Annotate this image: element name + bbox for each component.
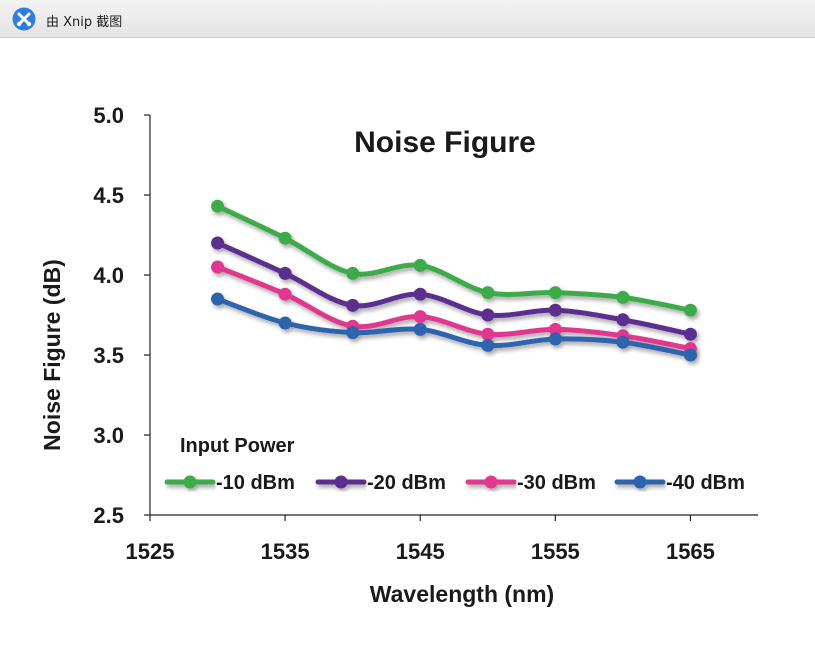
window-title: 由 Xnip 截图	[46, 15, 123, 30]
y-tick-label: 3.5	[93, 343, 124, 368]
x-tick-label: 1555	[531, 539, 580, 564]
series-4	[211, 292, 697, 362]
legend-item: -10 dBm	[164, 472, 295, 494]
noise-figure-chart: 2.5 3.0 3.5 4.0 4.5 5.0 1525 1535 1545 1555 1565 -…	[39, 103, 758, 607]
legend-swatch-marker	[183, 475, 197, 489]
legend-title: Input Power	[180, 435, 295, 457]
legend-label: -10 dBm	[216, 472, 295, 494]
x-tick-label: 1545	[396, 539, 445, 564]
chart-area: 2.5 3.0 3.5 4.0 4.5 5.0 1525 1535 1545 1555 1565 -…	[0, 38, 815, 646]
data-point	[413, 322, 427, 336]
series-2	[211, 236, 697, 341]
series-layer	[211, 199, 697, 362]
data-point	[616, 290, 630, 304]
x-axis-label: Wavelength (nm)	[370, 581, 554, 607]
legend-swatch	[315, 475, 367, 489]
data-point	[413, 258, 427, 272]
data-point	[278, 231, 292, 245]
data-point	[211, 199, 225, 213]
window-titlebar: 由 Xnip 截图	[0, 0, 815, 38]
x-tick-label: 1535	[261, 539, 310, 564]
data-point	[211, 236, 225, 250]
series-1	[211, 199, 697, 317]
xnip-app-icon[interactable]	[12, 7, 36, 31]
data-point	[683, 327, 697, 341]
legend-swatch-marker	[633, 475, 647, 489]
data-point	[481, 338, 495, 352]
y-tick-label: 4.5	[93, 183, 124, 208]
x-tick-label: 1565	[666, 539, 715, 564]
legend-swatch	[164, 475, 216, 489]
legend-swatch-marker	[484, 475, 498, 489]
data-point	[616, 335, 630, 349]
legend-label: -20 dBm	[367, 472, 446, 494]
y-tick-label: 5.0	[93, 103, 124, 128]
data-point	[683, 348, 697, 362]
data-point	[413, 310, 427, 324]
y-tick-label: 2.5	[93, 503, 124, 528]
legend-item: -30 dBm	[465, 472, 596, 494]
axes-layer: 2.5 3.0 3.5 4.0 4.5 5.0 1525 1535 1545 1555 1565	[93, 103, 758, 564]
data-point	[616, 313, 630, 327]
y-tick-label: 4.0	[93, 263, 124, 288]
x-tick-label: 1525	[126, 539, 175, 564]
data-point	[548, 322, 562, 336]
data-point	[481, 308, 495, 322]
data-point	[278, 316, 292, 330]
data-point	[481, 286, 495, 300]
legend: -10 dBm -20 dBm -30 dBm -40 dBm	[164, 472, 745, 494]
data-point	[211, 292, 225, 306]
data-point	[548, 303, 562, 317]
data-point	[346, 298, 360, 312]
legend-label: -40 dBm	[666, 472, 745, 494]
legend-swatch	[465, 475, 517, 489]
legend-swatch-marker	[334, 475, 348, 489]
data-point	[346, 326, 360, 340]
data-point	[346, 266, 360, 280]
y-tick-label: 3.0	[93, 423, 124, 448]
legend-item: -40 dBm	[614, 472, 745, 494]
legend-item: -20 dBm	[315, 472, 446, 494]
data-point	[481, 327, 495, 341]
legend-swatch	[614, 475, 666, 489]
chart-title: Noise Figure	[354, 126, 536, 159]
data-point	[413, 287, 427, 301]
data-point	[278, 266, 292, 280]
data-point	[683, 303, 697, 317]
y-axis-label: Noise Figure (dB)	[39, 259, 65, 451]
data-point	[548, 286, 562, 300]
legend-label: -30 dBm	[517, 472, 596, 494]
data-point	[211, 260, 225, 274]
data-point	[278, 287, 292, 301]
data-point	[548, 332, 562, 346]
